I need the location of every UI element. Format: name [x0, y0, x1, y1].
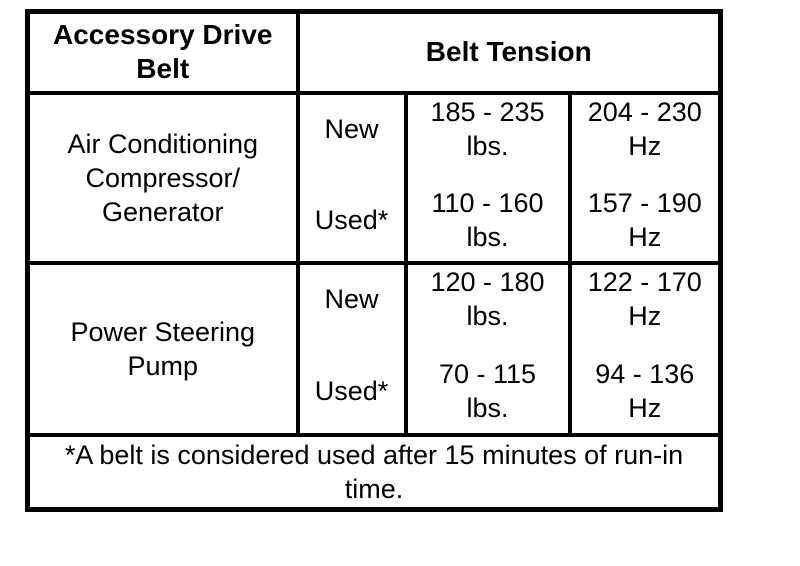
- tension-hz-ps-new: 122 - 170 Hz: [567, 262, 721, 349]
- belt-tension-table: Accessory Drive Belt Belt Tension Air Co…: [25, 9, 723, 512]
- tension-lbs-ac-used: 110 - 160 lbs.: [403, 178, 570, 265]
- table-row-ps-new: Power Steering Pump New 120 - 180 lbs. 1…: [27, 262, 721, 437]
- header-accessory-drive-belt: Accessory Drive Belt: [27, 11, 298, 95]
- table-row-ac-used: Used* 110 - 160 lbs. 157 - 190 Hz: [28, 178, 721, 265]
- condition-ac-used: Used*: [295, 178, 406, 265]
- table-footnote-row: *A belt is considered used after 15 minu…: [28, 435, 721, 510]
- tension-lbs-ps-used: 70 - 115 lbs.: [403, 348, 570, 437]
- footnote-text: *A belt is considered used after 15 minu…: [64, 439, 684, 504]
- table-row-ps-used: Used* 70 - 115 lbs. 94 - 136 Hz: [28, 348, 721, 437]
- condition-ps-used: Used*: [295, 348, 406, 437]
- belt-name-air-conditioning-compressor-generator: Air Conditioning Compressor/ Generator: [27, 92, 298, 265]
- tension-hz-ac-used: 157 - 190 Hz: [567, 178, 721, 265]
- tension-hz-ps-used: 94 - 136 Hz: [567, 348, 721, 437]
- table-row-ac-new: Air Conditioning Compressor/ Generator N…: [27, 92, 721, 265]
- tension-hz-ac-new: 204 - 230 Hz: [567, 92, 721, 179]
- table-header-row: Accessory Drive Belt Belt Tension: [27, 11, 721, 95]
- tension-lbs-ps-new: 120 - 180 lbs.: [403, 262, 570, 349]
- belt-name-power-steering-pump: Power Steering Pump: [27, 262, 298, 437]
- condition-ps-new: New: [295, 262, 406, 349]
- tension-lbs-ac-new: 185 - 235 lbs.: [403, 92, 570, 179]
- header-belt-tension: Belt Tension: [295, 11, 721, 95]
- condition-ac-new: New: [295, 92, 406, 179]
